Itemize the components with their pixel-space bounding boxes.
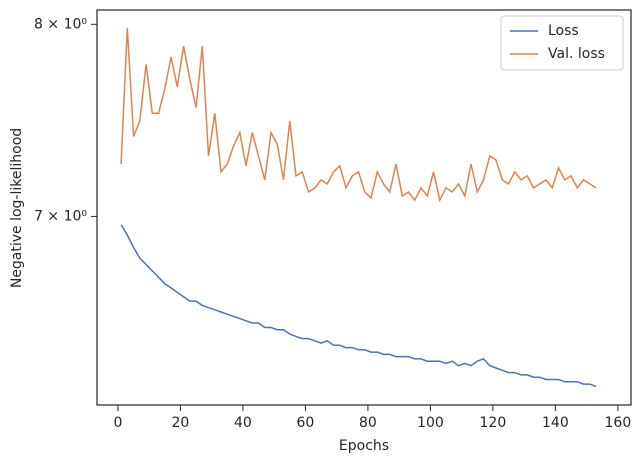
x-tick-label: 80 [359,415,377,431]
plot-area [96,9,632,406]
x-tick-label: 0 [113,415,122,431]
x-tick-label: 40 [234,415,252,431]
series-line [120,27,597,203]
x-tick-label: 120 [480,415,507,431]
legend-label: Loss [548,23,579,39]
y-axis-label: Negative log-likelihood [9,128,25,288]
legend-label: Val. loss [548,46,605,62]
legend-box [500,15,624,71]
x-tick-label: 60 [296,415,314,431]
x-tick-label: 20 [172,415,190,431]
y-tick-label: 8 × 10⁰ [34,16,87,32]
x-tick-label: 160 [605,415,632,431]
x-axis-label: Epochs [339,438,389,454]
y-tick-label: 7 × 10⁰ [34,208,87,224]
x-tick-label: 100 [417,415,444,431]
x-tick-label: 140 [542,415,569,431]
series-line [120,224,597,388]
